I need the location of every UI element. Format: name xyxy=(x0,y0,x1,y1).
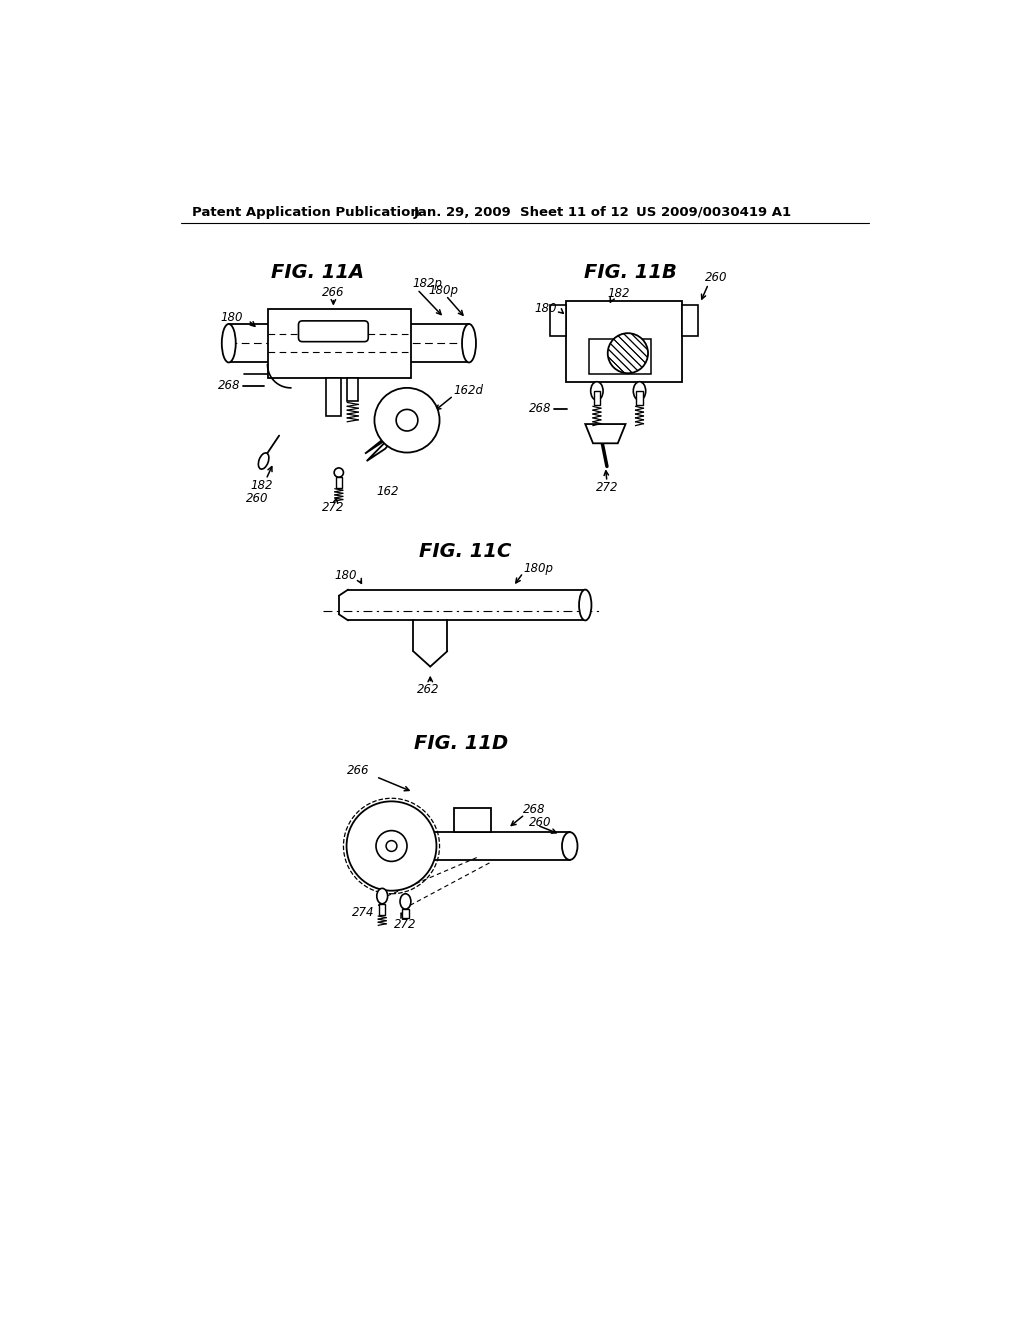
Circle shape xyxy=(334,469,343,478)
Text: 162d: 162d xyxy=(454,384,483,397)
Circle shape xyxy=(386,841,397,851)
Bar xyxy=(402,909,409,919)
Bar xyxy=(379,904,385,915)
Text: 260: 260 xyxy=(246,492,268,506)
Text: 162: 162 xyxy=(377,484,399,498)
Text: 272: 272 xyxy=(323,500,345,513)
Text: 182: 182 xyxy=(250,479,272,492)
Text: 180: 180 xyxy=(535,302,557,315)
Text: 180p: 180p xyxy=(523,561,553,574)
Ellipse shape xyxy=(633,381,646,400)
Text: 268: 268 xyxy=(529,403,552,416)
Text: US 2009/0030419 A1: US 2009/0030419 A1 xyxy=(636,206,792,219)
Text: FIG. 11B: FIG. 11B xyxy=(584,263,677,282)
Bar xyxy=(347,378,358,401)
Text: FIG. 11A: FIG. 11A xyxy=(271,263,365,282)
Polygon shape xyxy=(586,424,626,444)
Circle shape xyxy=(396,409,418,430)
Bar xyxy=(267,309,411,378)
Bar xyxy=(594,391,600,405)
Text: 266: 266 xyxy=(323,286,345,298)
Text: Patent Application Publication: Patent Application Publication xyxy=(191,206,419,219)
Ellipse shape xyxy=(562,832,578,859)
Text: 272: 272 xyxy=(394,917,417,931)
Text: 180p: 180p xyxy=(429,284,459,297)
Text: 180: 180 xyxy=(334,569,356,582)
Text: 182p: 182p xyxy=(413,277,442,289)
Text: 182: 182 xyxy=(607,286,630,300)
Ellipse shape xyxy=(377,888,388,904)
Text: 268: 268 xyxy=(218,379,241,392)
Ellipse shape xyxy=(591,381,603,400)
Polygon shape xyxy=(365,420,407,454)
Text: 272: 272 xyxy=(596,482,618,495)
Bar xyxy=(589,339,651,374)
Text: 268: 268 xyxy=(523,803,546,816)
Text: FIG. 11D: FIG. 11D xyxy=(414,734,508,754)
Ellipse shape xyxy=(222,323,236,363)
Text: Jan. 29, 2009  Sheet 11 of 12: Jan. 29, 2009 Sheet 11 of 12 xyxy=(414,206,629,219)
Bar xyxy=(566,301,682,381)
Bar xyxy=(636,391,643,405)
FancyBboxPatch shape xyxy=(299,321,369,342)
Text: 266: 266 xyxy=(347,764,370,777)
Ellipse shape xyxy=(258,453,269,469)
Text: 180: 180 xyxy=(220,310,243,323)
Bar xyxy=(326,378,341,416)
Text: 260: 260 xyxy=(529,816,552,829)
Circle shape xyxy=(346,801,436,891)
Ellipse shape xyxy=(462,323,476,363)
Bar xyxy=(550,305,566,335)
Text: 260: 260 xyxy=(706,271,728,284)
Circle shape xyxy=(607,333,648,374)
Text: FIG. 11C: FIG. 11C xyxy=(419,541,511,561)
Ellipse shape xyxy=(579,590,592,620)
Bar xyxy=(682,305,697,335)
Polygon shape xyxy=(367,414,414,461)
Bar xyxy=(454,808,490,832)
Ellipse shape xyxy=(400,894,411,909)
Bar xyxy=(336,478,342,488)
Circle shape xyxy=(376,830,407,862)
Circle shape xyxy=(375,388,439,453)
Text: 274: 274 xyxy=(352,907,375,920)
Text: 262: 262 xyxy=(418,684,440,696)
